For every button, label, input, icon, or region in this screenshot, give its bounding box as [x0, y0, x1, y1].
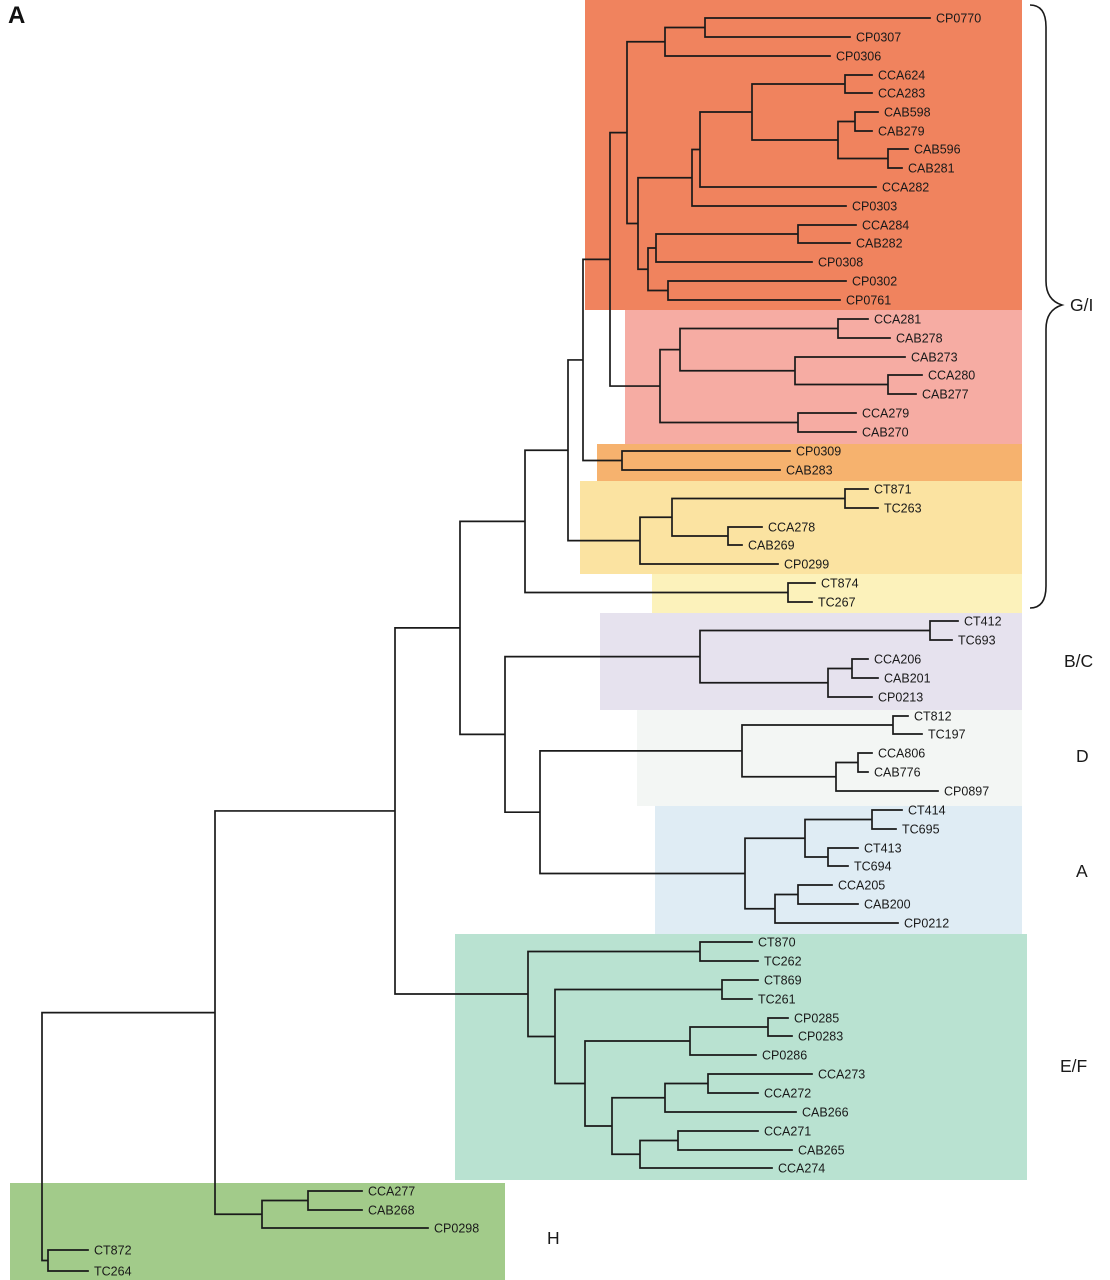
group-label: G/I: [1070, 295, 1093, 315]
taxon-label: CP0761: [846, 294, 891, 308]
gi-group-brace: [1029, 4, 1065, 609]
taxon-label: CAB277: [922, 388, 969, 402]
taxon-label: TC267: [818, 596, 856, 610]
taxon-label: CCA205: [838, 879, 885, 893]
taxon-label: CCA273: [818, 1068, 865, 1082]
taxon-label: CCA282: [882, 181, 929, 195]
clade-highlight-bc-lavender: [600, 613, 1022, 710]
clade-highlight-d-pale: [637, 710, 1022, 806]
taxon-label: TC694: [854, 860, 892, 874]
taxon-label: TC693: [958, 634, 996, 648]
taxon-label: CCA278: [768, 521, 815, 535]
clade-highlight-gi-gold: [580, 481, 1022, 574]
taxon-label: CAB269: [748, 539, 795, 553]
taxon-label: CAB268: [368, 1204, 415, 1218]
taxon-label: CAB279: [878, 125, 925, 139]
taxon-label: CP0770: [936, 12, 981, 26]
taxon-label: CP0303: [852, 200, 897, 214]
taxon-label: CAB273: [911, 351, 958, 365]
taxon-label: CAB281: [908, 162, 955, 176]
clade-highlight-ef-teal: [455, 934, 1027, 1180]
taxon-label: CP0306: [836, 50, 881, 64]
group-label: D: [1076, 746, 1089, 766]
taxon-label: CCA271: [764, 1125, 811, 1139]
taxon-label: TC263: [884, 502, 922, 516]
taxon-label: CP0309: [796, 445, 841, 459]
taxon-label: CCA206: [874, 653, 921, 667]
tree-branch-lines: [41, 17, 959, 1272]
taxon-label: CP0298: [434, 1222, 479, 1236]
taxon-label: CAB282: [856, 237, 903, 251]
taxon-label: CP0897: [944, 785, 989, 799]
taxon-label: CCA281: [874, 313, 921, 327]
taxon-label: TC264: [94, 1265, 132, 1279]
taxon-label: CP0283: [798, 1030, 843, 1044]
taxon-label: CAB278: [896, 332, 943, 346]
taxon-label: CCA274: [778, 1162, 825, 1176]
taxon-label: CAB596: [914, 143, 961, 157]
taxon-label: CP0213: [878, 691, 923, 705]
group-label: E/F: [1060, 1056, 1087, 1076]
clade-highlight-h-green: [10, 1183, 505, 1280]
taxon-label: CAB598: [884, 106, 931, 120]
group-label: H: [547, 1228, 560, 1248]
taxon-label: CT872: [94, 1244, 132, 1258]
taxon-label: CT869: [764, 974, 802, 988]
taxon-label: CAB266: [802, 1106, 849, 1120]
taxon-label: CT414: [908, 804, 946, 818]
taxon-label: CT812: [914, 710, 952, 724]
taxon-label: CCA279: [862, 407, 909, 421]
taxon-label: CT871: [874, 483, 912, 497]
taxon-label: CCA284: [862, 219, 909, 233]
taxon-label: CP0302: [852, 275, 897, 289]
clade-highlight-gi-dark-salmon: [585, 0, 1022, 310]
taxon-label: TC261: [758, 993, 796, 1007]
taxon-label: TC695: [902, 823, 940, 837]
taxon-label: CAB200: [864, 898, 911, 912]
taxon-label: CT870: [758, 936, 796, 950]
clade-highlight-gi-pale-yellow: [652, 574, 1022, 613]
taxon-label: CT413: [864, 842, 902, 856]
taxon-label: CCA806: [878, 747, 925, 761]
group-label: B/C: [1064, 651, 1093, 671]
taxon-label: CCA280: [928, 369, 975, 383]
taxon-label: CP0307: [856, 31, 901, 45]
taxon-label: CP0286: [762, 1049, 807, 1063]
taxon-label: CT412: [964, 615, 1002, 629]
taxon-label: CP0285: [794, 1012, 839, 1026]
panel-label: A: [8, 2, 26, 29]
taxon-label: CCA624: [878, 69, 925, 83]
tree-branches: [41, 17, 959, 1272]
taxon-label: CCA277: [368, 1185, 415, 1199]
taxon-label: CAB283: [786, 464, 833, 478]
taxon-labels: CP0770 CP0307 CP0306 CCA624 CCA283 CAB598 CAB2…: [94, 12, 1002, 1279]
taxon-label: CAB201: [884, 672, 931, 686]
taxon-label: CT874: [821, 577, 859, 591]
taxon-label: CP0299: [784, 558, 829, 572]
clade-highlight-a-pale-blue: [655, 806, 1022, 934]
taxon-label: CAB776: [874, 766, 921, 780]
taxon-label: CCA272: [764, 1087, 811, 1101]
taxon-label: CCA283: [878, 87, 925, 101]
taxon-label: CAB265: [798, 1144, 845, 1158]
taxon-label: TC262: [764, 955, 802, 969]
taxon-label: TC197: [928, 728, 966, 742]
taxon-label: CP0212: [904, 917, 949, 931]
taxon-label: CAB270: [862, 426, 909, 440]
group-label: A: [1076, 861, 1088, 881]
taxon-label: CP0308: [818, 256, 863, 270]
